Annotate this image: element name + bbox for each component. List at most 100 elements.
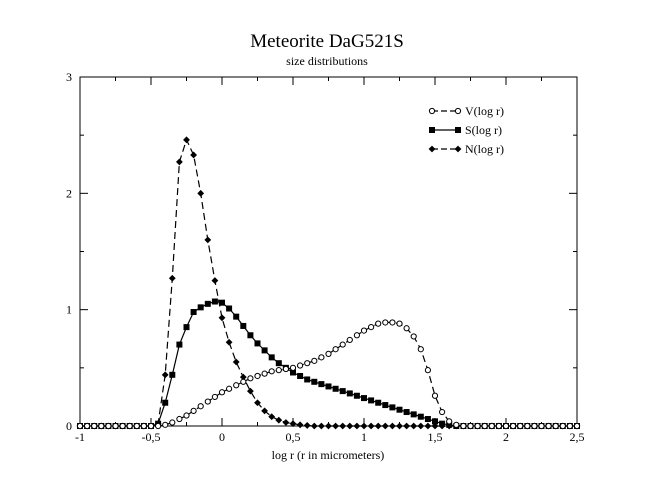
data-point bbox=[183, 324, 190, 331]
data-point bbox=[140, 422, 147, 430]
series-line bbox=[80, 138, 577, 427]
data-point bbox=[247, 387, 254, 395]
data-point bbox=[410, 422, 418, 430]
data-point bbox=[275, 416, 283, 424]
data-point bbox=[502, 422, 510, 430]
data-point bbox=[382, 402, 389, 409]
series-layer bbox=[76, 136, 581, 430]
data-point bbox=[133, 422, 140, 430]
data-point bbox=[460, 422, 467, 430]
data-point bbox=[318, 354, 325, 361]
x-tick-label: 2,5 bbox=[570, 430, 585, 444]
legend-item: N(log r) bbox=[428, 142, 504, 156]
data-point bbox=[126, 422, 133, 430]
data-point bbox=[318, 422, 325, 430]
series-line bbox=[80, 321, 577, 427]
data-point bbox=[240, 322, 247, 329]
data-point bbox=[155, 422, 162, 430]
data-point bbox=[389, 319, 396, 326]
data-point bbox=[197, 403, 204, 410]
data-point bbox=[410, 333, 417, 340]
data-point bbox=[374, 422, 382, 430]
data-point bbox=[325, 350, 332, 357]
x-tick-label: -0,5 bbox=[142, 430, 161, 444]
data-point bbox=[254, 340, 261, 347]
data-point bbox=[204, 398, 211, 405]
data-point bbox=[247, 375, 254, 382]
data-point bbox=[190, 151, 197, 159]
data-point bbox=[488, 422, 495, 430]
legend-label: N(log r) bbox=[465, 142, 504, 156]
data-point bbox=[296, 421, 304, 429]
data-point bbox=[176, 415, 183, 423]
data-point bbox=[247, 332, 254, 339]
data-point bbox=[403, 422, 410, 430]
data-point bbox=[410, 411, 417, 418]
data-point bbox=[396, 320, 403, 327]
data-point bbox=[353, 332, 360, 339]
data-point bbox=[168, 274, 176, 282]
data-point bbox=[552, 422, 559, 430]
data-point bbox=[226, 385, 233, 392]
data-point bbox=[325, 422, 332, 430]
data-point bbox=[204, 236, 212, 244]
data-point bbox=[91, 422, 98, 430]
legend: V(log r) S(log r) N(log r) bbox=[428, 104, 504, 156]
data-point bbox=[495, 422, 502, 430]
data-point bbox=[531, 422, 538, 430]
data-point bbox=[304, 376, 311, 383]
data-point bbox=[290, 369, 296, 376]
data-point bbox=[339, 388, 346, 395]
data-point bbox=[232, 358, 240, 366]
data-point bbox=[361, 395, 367, 402]
data-point bbox=[119, 422, 126, 430]
data-point bbox=[297, 372, 304, 379]
data-point bbox=[417, 413, 424, 420]
x-axis: -1 -0,5 0 0,5 1 1,5 2 2,5 bbox=[75, 77, 585, 444]
data-point bbox=[225, 338, 233, 346]
data-point bbox=[368, 324, 375, 331]
data-point bbox=[233, 313, 240, 320]
data-point bbox=[211, 277, 219, 284]
data-point bbox=[162, 399, 169, 406]
data-point bbox=[467, 422, 474, 430]
data-point bbox=[112, 422, 119, 430]
data-point bbox=[381, 422, 389, 430]
x-tick-label: 0,5 bbox=[286, 430, 301, 444]
data-point bbox=[219, 299, 225, 306]
data-point bbox=[432, 418, 438, 425]
data-point bbox=[360, 327, 368, 334]
data-point bbox=[275, 360, 282, 367]
data-point bbox=[367, 422, 375, 430]
data-point bbox=[239, 373, 247, 381]
data-point bbox=[481, 422, 488, 430]
data-point bbox=[176, 341, 183, 348]
legend-label: V(log r) bbox=[465, 104, 504, 118]
chart-subtitle: size distributions bbox=[286, 54, 368, 68]
data-point bbox=[197, 189, 205, 197]
data-point bbox=[389, 404, 396, 411]
legend-marker bbox=[454, 107, 462, 115]
data-point bbox=[268, 368, 275, 375]
data-point bbox=[318, 381, 325, 388]
data-point bbox=[446, 418, 453, 425]
y-tick-label: 1 bbox=[66, 303, 72, 317]
data-point bbox=[417, 422, 425, 430]
data-point bbox=[424, 367, 431, 374]
data-point bbox=[268, 354, 275, 361]
data-point bbox=[332, 346, 339, 353]
data-point bbox=[310, 422, 318, 430]
data-point bbox=[396, 406, 403, 413]
x-tick-label: 0 bbox=[219, 430, 225, 444]
data-point bbox=[439, 408, 446, 416]
data-point bbox=[517, 422, 524, 430]
data-point bbox=[169, 371, 176, 378]
data-point bbox=[297, 362, 304, 369]
series-slogr bbox=[77, 298, 580, 429]
data-point bbox=[403, 325, 410, 332]
data-point bbox=[218, 389, 226, 396]
data-point bbox=[431, 392, 439, 399]
legend-item: V(log r) bbox=[428, 104, 504, 118]
data-point bbox=[282, 365, 289, 373]
